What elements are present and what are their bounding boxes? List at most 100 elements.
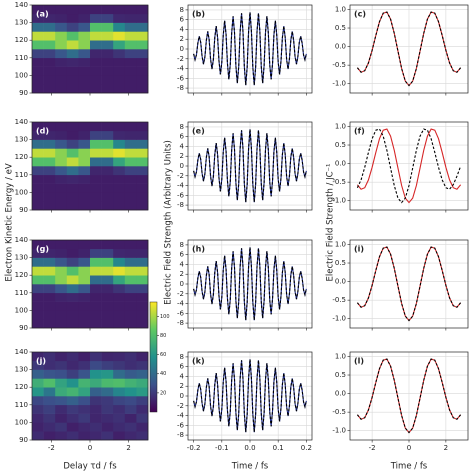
y-tick-label: 130 <box>15 254 28 262</box>
heatmap-cell <box>90 369 102 379</box>
heatmap-cell <box>113 40 126 50</box>
heatmap-cell <box>78 5 91 15</box>
panel: -1.0 -0.5 0.0 0.5 1.0 (i) <box>332 239 469 331</box>
heatmap-cell <box>55 157 68 167</box>
y-tick-label: 8 <box>180 6 184 14</box>
heatmap-cell <box>55 122 68 132</box>
heatmap-cell <box>78 248 91 258</box>
y-tick-label: -1.0 <box>332 315 346 323</box>
heatmap-cell <box>124 248 137 258</box>
heatmap-cell <box>124 387 137 397</box>
heatmap-cell <box>113 183 126 193</box>
heatmap-cell <box>78 148 91 158</box>
heatmap-cell <box>101 183 114 193</box>
heatmap-cell <box>136 139 149 149</box>
heatmap-cell <box>43 257 56 267</box>
heatmap-cell <box>90 292 102 302</box>
heatmap-cell <box>43 431 56 441</box>
heatmap-cell <box>113 49 126 59</box>
x-tick-label: 0 <box>407 444 411 452</box>
y-tick-label: -8 <box>177 431 184 439</box>
y-tick-label: -2 <box>177 172 184 180</box>
heatmap-cell <box>55 360 68 370</box>
y-tick-label: 120 <box>15 153 28 161</box>
heatmap-cell <box>136 84 149 94</box>
y-tick-label: -4 <box>177 300 185 308</box>
heatmap-cell <box>78 13 91 23</box>
heatmap-cell <box>32 387 44 397</box>
y-tick-label: 120 <box>15 383 28 391</box>
heatmap-cell <box>90 192 102 202</box>
heatmap-cell <box>136 387 149 397</box>
heatmap-cell <box>124 148 137 158</box>
heatmap-cell <box>78 431 91 441</box>
y-tick-label: 2 <box>180 35 184 43</box>
heatmap-cell <box>113 248 126 258</box>
heatmap-cell <box>43 378 56 388</box>
heatmap-cell <box>66 122 79 132</box>
y-tick-label: -8 <box>177 319 184 327</box>
heatmap-cell <box>55 5 68 15</box>
heatmap-cell <box>101 84 114 94</box>
heatmap-cell <box>66 5 79 15</box>
heatmap-cell <box>43 49 56 59</box>
heatmap-cell <box>78 275 91 285</box>
y-tick-label: -1.0 <box>332 427 346 435</box>
plot-frame <box>187 239 313 329</box>
heatmap-cell <box>43 387 56 397</box>
heatmap-cell <box>55 84 68 94</box>
heatmap-cell <box>136 130 149 140</box>
heatmap-cell <box>101 22 114 32</box>
panel: -8 -6-4 -2 0 2 46 8 (e) <box>177 121 313 213</box>
heatmap-cell <box>43 40 56 50</box>
heatmap-cell <box>55 292 68 302</box>
heatmap-cell <box>32 166 44 176</box>
heatmap-cell <box>90 183 102 193</box>
heatmap-cell <box>101 284 114 294</box>
heatmap-cell <box>78 378 91 388</box>
heatmap-cell <box>32 284 44 294</box>
heatmap-cell <box>101 31 114 41</box>
heatmap-cell <box>66 413 79 423</box>
heatmap-cell <box>136 49 149 59</box>
heatmap-cell <box>113 240 126 250</box>
heatmap-cell <box>136 378 149 388</box>
heatmap-cell <box>43 174 56 184</box>
heatmap-cell <box>55 396 68 406</box>
heatmap-cell <box>136 40 149 50</box>
heatmap-cell <box>124 284 137 294</box>
heatmap-cell <box>66 22 79 32</box>
heatmap-cell <box>113 352 126 362</box>
heatmap-cell <box>136 22 149 32</box>
heatmap-cell <box>43 404 56 414</box>
heatmap-cell <box>55 310 68 320</box>
heatmap-cell <box>55 75 68 85</box>
heatmap-cell <box>136 31 149 41</box>
heatmap-cell <box>124 84 137 94</box>
heatmap-cell <box>66 396 79 406</box>
y-tick-label: 140 <box>15 236 28 244</box>
y-tick-label: 6 <box>180 16 185 24</box>
heatmap-cell <box>101 319 114 329</box>
heatmap-cell <box>32 66 44 76</box>
y-axis-label: Electric Field Strength / JC⁻¹ <box>326 164 336 282</box>
data-line <box>356 128 462 204</box>
heatmap-cell <box>90 240 102 250</box>
panel-label: (f) <box>354 127 365 136</box>
y-tick-label: 1.0 <box>335 5 346 13</box>
heatmap-cell <box>136 413 149 423</box>
heatmap-cell <box>113 22 126 32</box>
heatmap-cell <box>113 5 126 15</box>
heatmap-cell <box>101 413 114 423</box>
heatmap-cell <box>101 431 114 441</box>
heatmap-cell <box>113 387 126 397</box>
heatmap-cell <box>78 130 91 140</box>
y-tick-label: 140 <box>15 1 28 9</box>
heatmap-cell <box>136 13 149 23</box>
heatmap-cell <box>43 248 56 258</box>
heatmap-cell <box>101 352 114 362</box>
heatmap-cell <box>90 148 102 158</box>
heatmap-cell <box>78 387 91 397</box>
heatmap-cell <box>66 319 79 329</box>
